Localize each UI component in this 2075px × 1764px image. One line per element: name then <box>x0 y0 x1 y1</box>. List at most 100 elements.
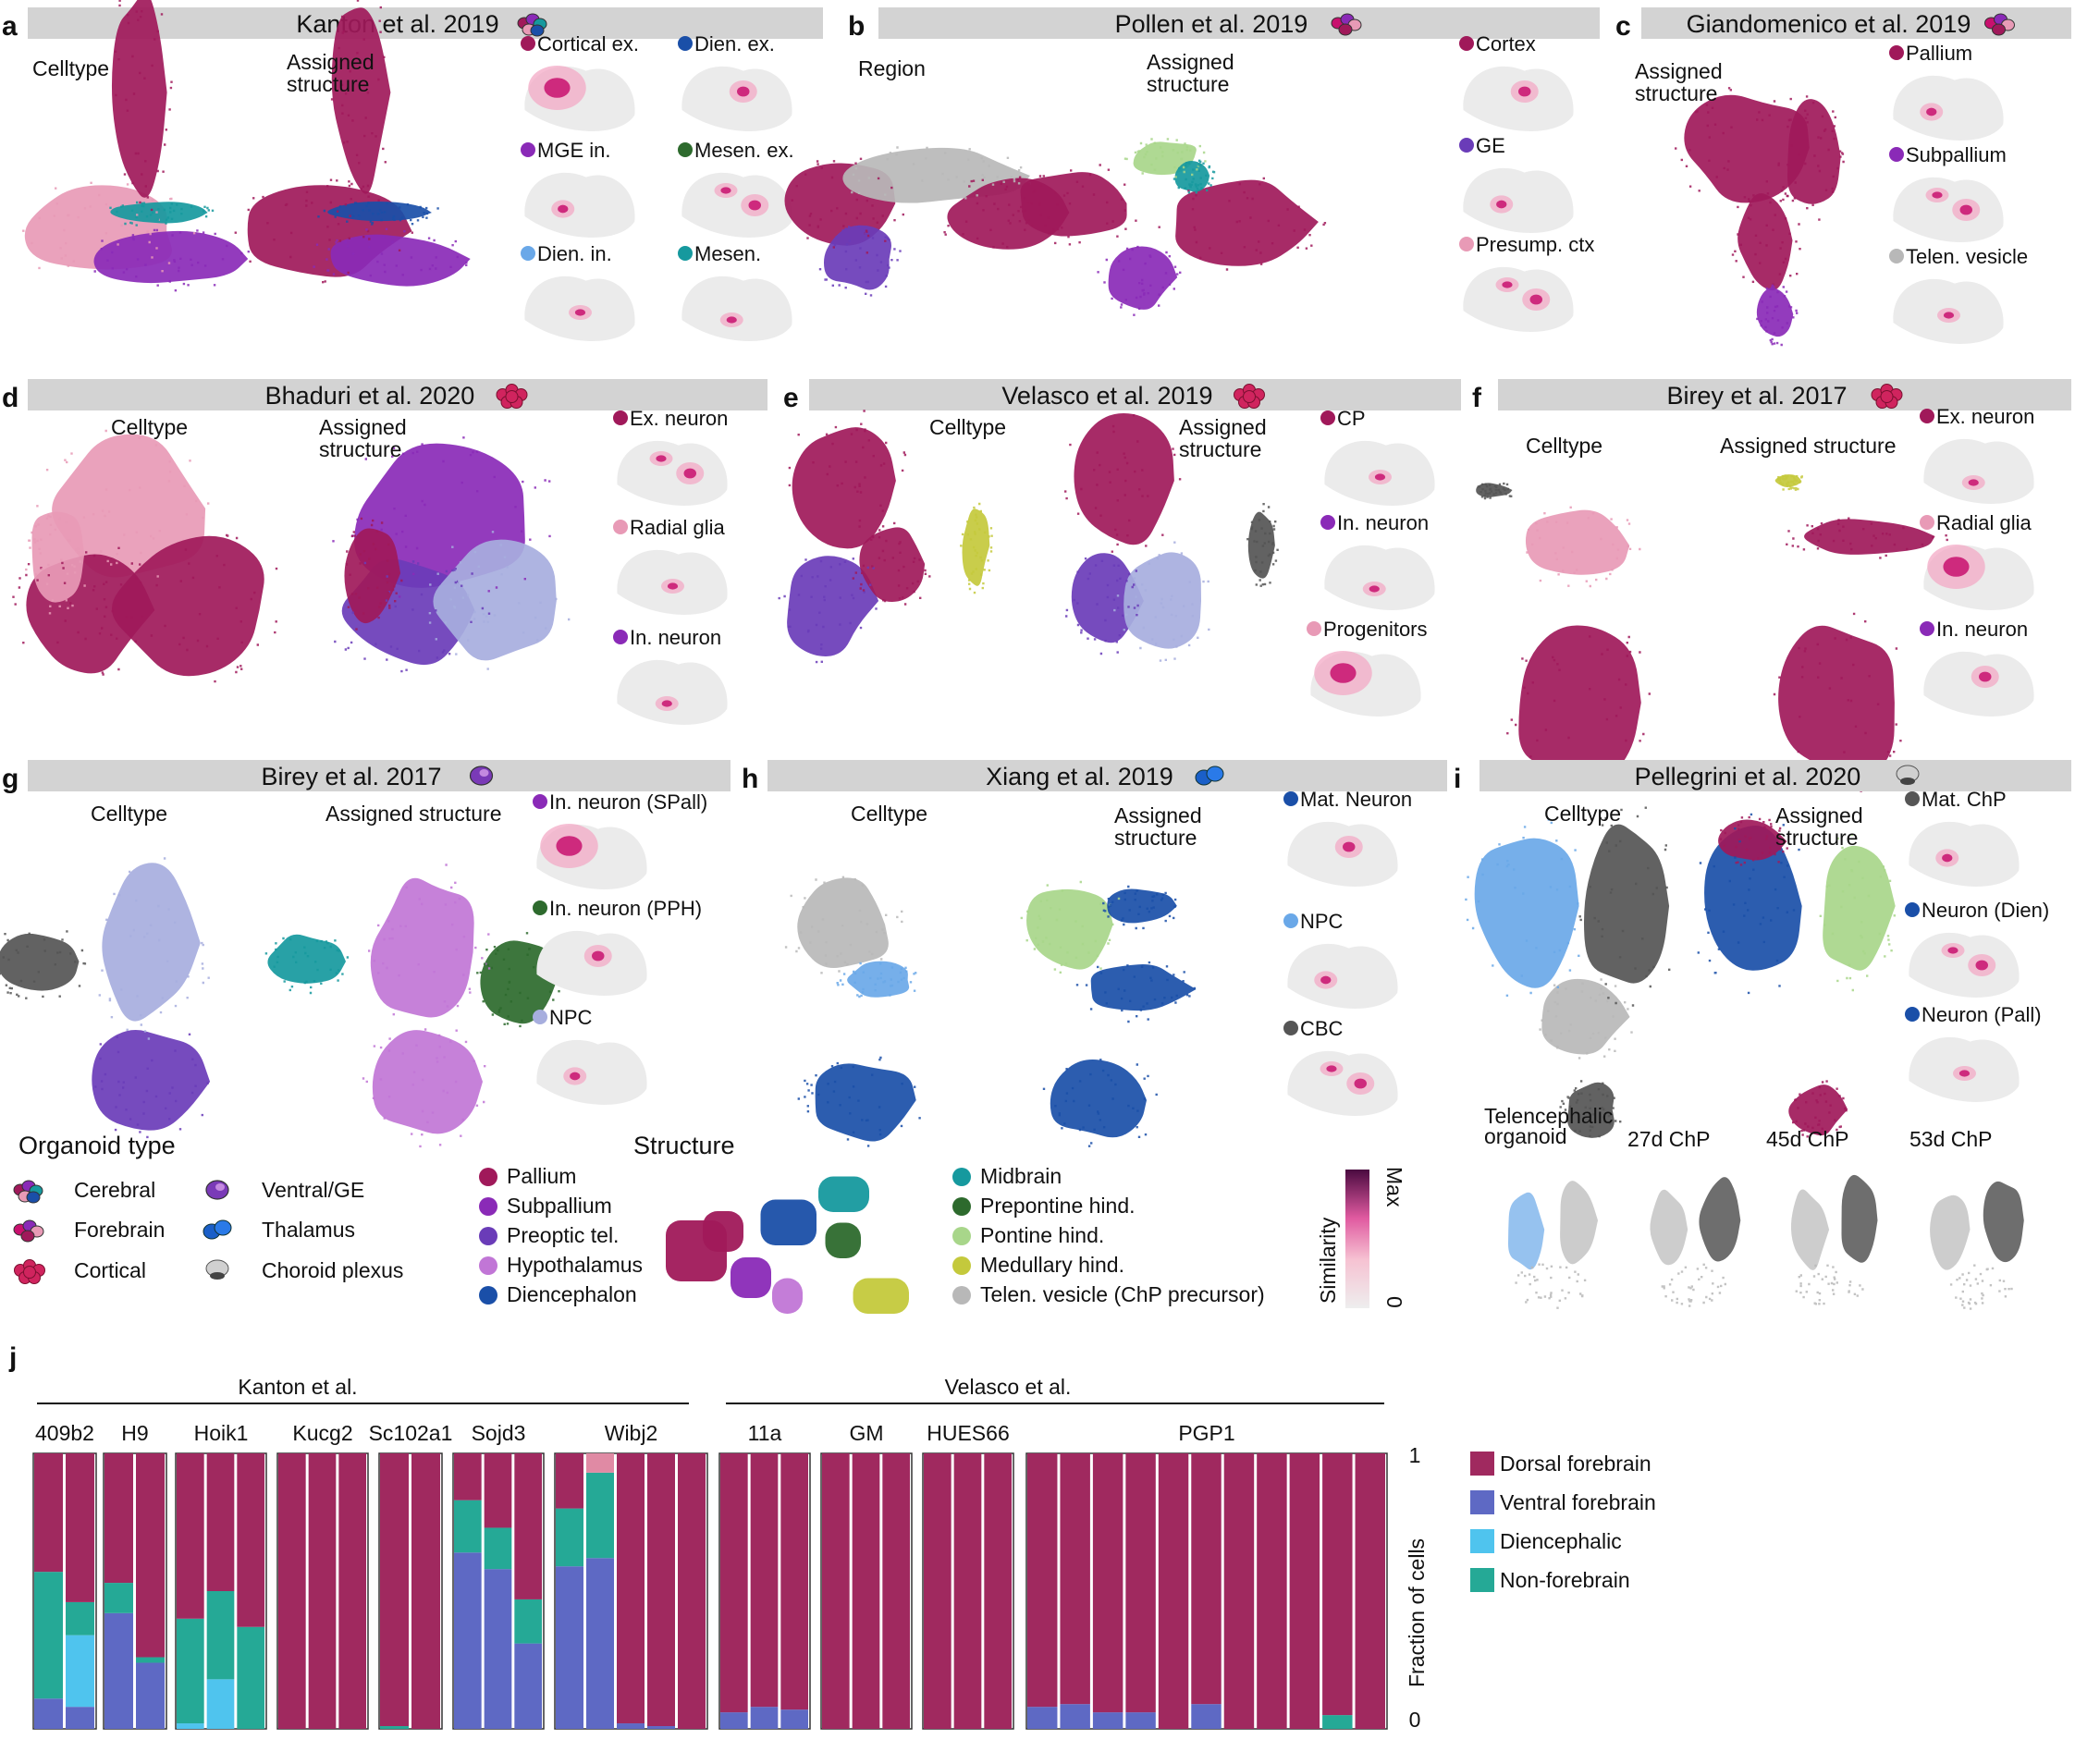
organoid-lobe <box>1992 23 2006 36</box>
structure-marker <box>952 1286 971 1305</box>
brain-outline <box>617 440 728 506</box>
structure-marker <box>952 1197 971 1216</box>
umap-label: structure <box>1147 72 1229 96</box>
bar-segment-dorsal <box>104 1453 133 1584</box>
bar-segment-ventral <box>586 1558 614 1729</box>
similarity-core <box>1942 853 1953 863</box>
subumap-embedding <box>1507 1181 1598 1309</box>
cellline-frame <box>378 1452 443 1730</box>
cellline-label: H9 <box>121 1421 148 1445</box>
umap-label: Celltype <box>111 415 188 439</box>
panel-header-bar <box>809 379 1461 410</box>
umap-cluster <box>823 225 891 290</box>
panel-letter: b <box>848 11 865 42</box>
panel-title: Xiang et al. 2019 <box>986 763 1173 790</box>
bar-segment-dorsal <box>1027 1453 1058 1708</box>
structure-marker <box>479 1227 497 1245</box>
cellline-label: Hoik1 <box>194 1421 249 1445</box>
subumap-label: organoid <box>1484 1124 1567 1148</box>
umap-cluster <box>1518 625 1641 783</box>
panel-header-bar <box>28 760 731 791</box>
brain-outline <box>681 172 792 238</box>
brain-heatmap <box>1893 278 2004 344</box>
structure-label: Midbrain <box>980 1164 1062 1188</box>
umap-cluster <box>1841 1174 1878 1263</box>
umap-cluster <box>1930 1194 1971 1270</box>
bar-segment-dorsal <box>882 1453 910 1729</box>
panel-header-bar <box>878 7 1600 39</box>
umap-cluster <box>1983 1181 2024 1263</box>
brain-heatmap <box>617 659 728 725</box>
bar-segment-dorsal <box>484 1453 512 1528</box>
panel-title: Pollen et al. 2019 <box>1115 10 1308 38</box>
umap-embedding <box>234 0 471 287</box>
choroid-organoid-icon <box>205 1259 229 1280</box>
panel-c: c Giandomenico et al. 2019 Assignedstructu… <box>1615 7 2071 347</box>
bar-segment-ventral <box>1027 1707 1058 1729</box>
brain-heatmap <box>1909 932 2020 998</box>
panel-letter: a <box>2 11 18 42</box>
brain-heatmap <box>524 172 635 238</box>
legend-marker <box>1905 1007 1920 1022</box>
umap-scatter <box>1756 284 1799 347</box>
legend-marker <box>521 36 535 51</box>
bar-segment-ventral <box>1125 1712 1156 1729</box>
legend-marker <box>1889 249 1904 263</box>
similarity-core <box>1943 557 1970 577</box>
similarity-core <box>558 204 569 214</box>
umap-cluster <box>1786 99 1841 204</box>
group-label: Velasco et al. <box>945 1375 1072 1399</box>
legend-marker <box>1459 36 1474 51</box>
cellline-frame <box>32 1452 97 1730</box>
umap-scatter <box>1506 635 1651 780</box>
bar-segment-dorsal <box>852 1453 880 1729</box>
legend-label: Radial glia <box>1936 511 2032 534</box>
similarity-core <box>1369 585 1380 593</box>
ventral-organoid-icon <box>205 1180 229 1200</box>
similarity-core <box>1374 473 1386 481</box>
similarity-core <box>1518 86 1531 97</box>
bar-segment-dorsal <box>1158 1453 1189 1729</box>
legend-marker <box>1459 237 1474 251</box>
brain-outline <box>1893 75 2004 141</box>
organoid-legend-label: Forebrain <box>74 1218 165 1242</box>
brain-heatmap <box>1287 821 1398 887</box>
organoid-lobe <box>26 1191 41 1204</box>
forebrain-organoid-icon <box>13 1219 44 1243</box>
umap-cluster <box>1650 1189 1688 1266</box>
bar-segment-dorsal <box>278 1453 306 1729</box>
atlas-region <box>818 1176 869 1212</box>
legend-label: NPC <box>549 1006 593 1029</box>
umap-embedding <box>12 429 278 683</box>
brain-outline <box>1909 821 2020 887</box>
bar-segment-ventral <box>104 1612 133 1729</box>
umap-embedding <box>22 0 250 292</box>
umap-scatter <box>1949 1264 2013 1310</box>
umap-scatter <box>264 937 350 995</box>
legend-marker <box>1905 791 1920 806</box>
panel-title: Birey et al. 2017 <box>1666 382 1847 410</box>
cerebral-organoid-icon <box>13 1180 43 1204</box>
y-tick-top: 1 <box>1409 1443 1421 1467</box>
panel-header-bar <box>28 379 767 410</box>
atlas-region <box>853 1278 909 1314</box>
bar-segment-ventral <box>556 1566 583 1729</box>
bar-segment-ventral <box>1191 1704 1222 1729</box>
panel-title: Kanton et al. 2019 <box>296 10 498 38</box>
bar-segment-nonforebrain <box>586 1472 614 1559</box>
brain-heatmap <box>1463 66 1574 131</box>
umap-cluster <box>1790 1189 1830 1270</box>
bar-segment-nonforebrain <box>34 1572 63 1699</box>
brain-heatmap <box>1923 545 2034 610</box>
organoid-legend-title: Organoid type <box>18 1132 176 1159</box>
panel-h: h Xiang et al. 2019 Celltype Assignedstruct… <box>742 760 1447 1147</box>
thalamus-organoid-icon <box>1195 766 1224 786</box>
umap-cluster <box>331 7 391 194</box>
structure-marker <box>952 1168 971 1186</box>
legend-label: MGE in. <box>537 139 610 162</box>
umap-scatter <box>1477 482 1513 500</box>
legend-label: Cortex <box>1476 32 1536 55</box>
panel-title: Pellegrini et al. 2020 <box>1635 763 1861 790</box>
umap-label: Celltype <box>1544 802 1621 826</box>
